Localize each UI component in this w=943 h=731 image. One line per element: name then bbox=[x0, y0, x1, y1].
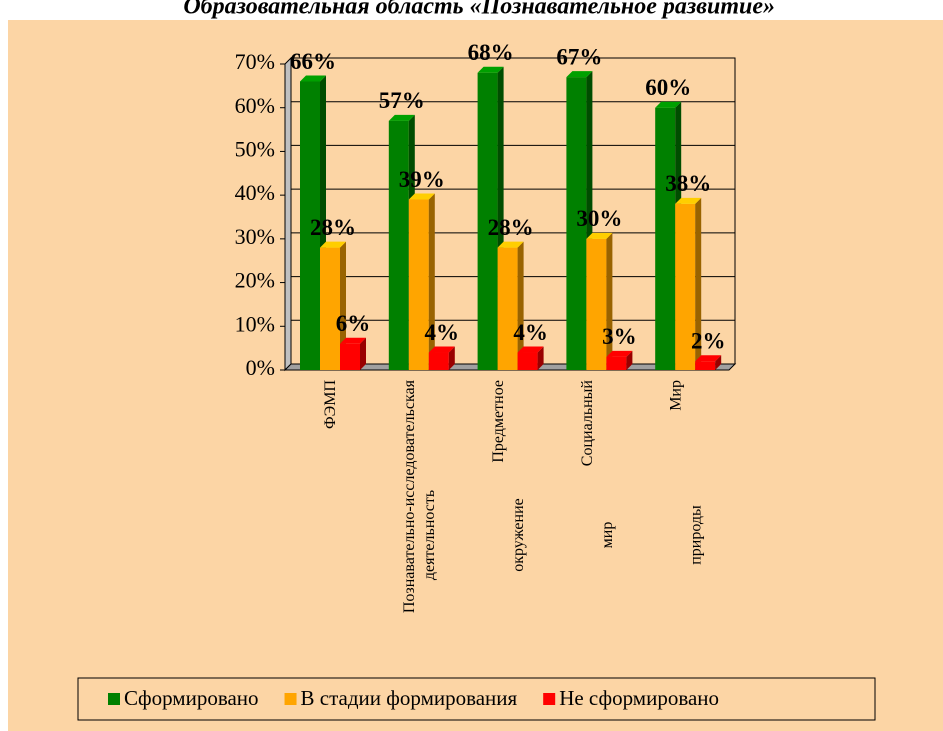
bar-face bbox=[606, 232, 613, 370]
chart-background bbox=[8, 20, 943, 731]
data-label: 2% bbox=[691, 329, 726, 354]
data-label: 4% bbox=[513, 320, 548, 345]
bar-face bbox=[497, 241, 524, 248]
bar-face bbox=[428, 193, 435, 370]
bar-face bbox=[715, 355, 722, 370]
bar-face bbox=[300, 81, 320, 370]
bar bbox=[695, 355, 722, 370]
chart-title: Образовательная область «Познавательное … bbox=[183, 0, 775, 20]
bar-face bbox=[655, 107, 676, 370]
y-tick-label: 40% bbox=[235, 180, 275, 205]
legend-swatch bbox=[108, 693, 120, 705]
bar-face bbox=[497, 247, 518, 370]
bar bbox=[320, 241, 346, 370]
bar-face bbox=[428, 352, 449, 370]
bar-face bbox=[360, 337, 366, 370]
bar-face bbox=[388, 120, 409, 370]
data-label: 38% bbox=[665, 171, 711, 196]
bar-face bbox=[695, 361, 716, 370]
bar bbox=[586, 232, 613, 370]
bar bbox=[517, 346, 544, 370]
x-tick-label: ФЭМП bbox=[322, 380, 339, 429]
bar-face bbox=[606, 350, 633, 357]
x-tick-label: Социальныймир bbox=[578, 380, 615, 549]
bar-face bbox=[675, 203, 696, 370]
data-label: 60% bbox=[645, 75, 691, 100]
bar-face bbox=[566, 71, 593, 78]
bar-face bbox=[517, 346, 544, 353]
bar-face bbox=[477, 66, 504, 73]
bar bbox=[428, 346, 455, 370]
x-tick-label: Мирприроды bbox=[667, 380, 704, 565]
data-label: 6% bbox=[336, 311, 371, 336]
data-label: 30% bbox=[576, 206, 622, 231]
side-wall bbox=[284, 56, 292, 372]
y-tick-label: 70% bbox=[235, 49, 275, 74]
bar-face bbox=[586, 232, 613, 239]
bar-face bbox=[340, 337, 366, 344]
data-label: 28% bbox=[310, 215, 356, 240]
bar-face bbox=[606, 356, 627, 370]
bar-face bbox=[517, 352, 538, 370]
bar-face bbox=[566, 77, 587, 370]
bar-face bbox=[320, 247, 340, 370]
bar-face bbox=[537, 346, 544, 370]
bar-face bbox=[655, 101, 682, 108]
x-tick-label: Познавательно-исследовательская деятельно… bbox=[401, 379, 438, 613]
bar-face bbox=[408, 193, 435, 200]
legend-swatch bbox=[284, 693, 297, 705]
bar-face bbox=[675, 197, 702, 204]
bar-face bbox=[586, 238, 607, 370]
legend-label: Сформировано bbox=[124, 686, 259, 710]
bar-face bbox=[340, 343, 360, 370]
data-label: 4% bbox=[425, 320, 460, 345]
y-tick-label: 50% bbox=[235, 136, 275, 161]
bar-face bbox=[626, 350, 633, 370]
bar-face bbox=[388, 114, 415, 121]
data-label: 68% bbox=[468, 40, 514, 65]
data-label: 3% bbox=[602, 324, 637, 349]
bar-face bbox=[408, 199, 429, 370]
y-tick-label: 0% bbox=[246, 355, 275, 380]
bar bbox=[340, 337, 366, 370]
y-tick-label: 60% bbox=[235, 93, 275, 118]
y-tick-label: 20% bbox=[235, 268, 275, 293]
bar-face bbox=[448, 346, 455, 370]
bar-face bbox=[477, 72, 498, 370]
legend-label: В стадии формирования bbox=[301, 686, 518, 710]
data-label: 39% bbox=[399, 167, 445, 192]
bar-face bbox=[695, 197, 702, 370]
bar bbox=[606, 350, 633, 370]
bar bbox=[497, 241, 524, 370]
x-tick-label: Предметноеокружение bbox=[490, 380, 527, 572]
y-tick-label: 10% bbox=[235, 311, 275, 336]
bar-face bbox=[300, 75, 326, 82]
bar bbox=[408, 193, 435, 370]
data-label: 57% bbox=[379, 88, 425, 113]
bar bbox=[675, 197, 702, 370]
legend-label: Не сформировано bbox=[559, 686, 719, 710]
data-label: 67% bbox=[556, 44, 602, 69]
bar-face bbox=[340, 241, 346, 370]
bar-face bbox=[428, 346, 455, 353]
bar-face bbox=[517, 241, 524, 370]
data-label: 66% bbox=[290, 49, 336, 74]
data-label: 28% bbox=[488, 215, 534, 240]
bar-face bbox=[695, 355, 722, 362]
y-tick-label: 30% bbox=[235, 224, 275, 249]
legend-swatch bbox=[543, 693, 556, 705]
bar-face bbox=[320, 241, 346, 248]
legend-box bbox=[77, 677, 876, 721]
